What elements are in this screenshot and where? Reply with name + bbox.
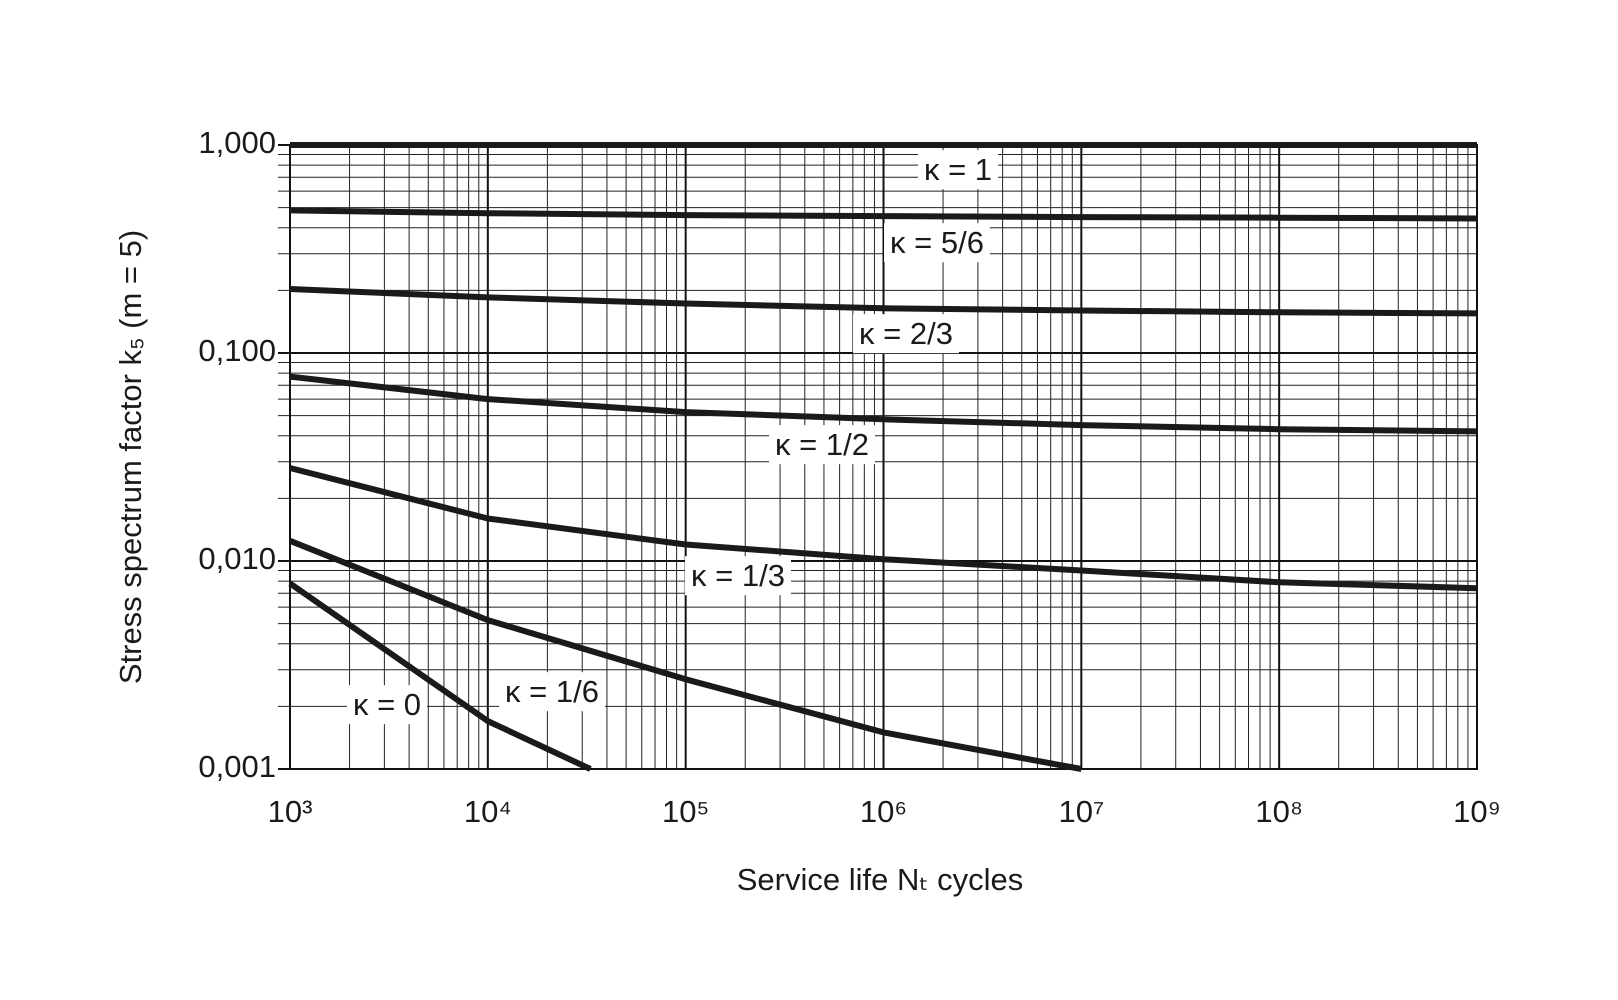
y-tick-label: 0,010: [198, 541, 276, 576]
series-line: [289, 286, 1478, 317]
series-label: κ = 1: [924, 152, 992, 187]
y-tick-label: 0,001: [198, 749, 276, 784]
series-label: κ = 1/6: [505, 674, 599, 709]
x-tick-label: 10⁸: [1255, 794, 1303, 829]
series-label: κ = 2/3: [859, 316, 953, 351]
x-tick-label: 10⁹: [1453, 794, 1501, 829]
series-line: [289, 373, 1478, 435]
series-label: κ = 5/6: [890, 225, 984, 260]
series-label: κ = 0: [353, 687, 421, 722]
series-label-bg: [685, 556, 791, 596]
y-tick-label: 0,100: [198, 333, 276, 368]
x-tick-label: 10⁷: [1058, 794, 1104, 829]
x-tick-label: 10⁶: [860, 794, 907, 829]
x-tick-label: 10⁴: [464, 794, 512, 829]
series-line: [289, 207, 1478, 222]
series-label-bg: [884, 223, 990, 263]
series-line: [288, 538, 1082, 772]
series-label-bg: [499, 672, 605, 712]
series-label-bg: [853, 314, 959, 354]
y-axis-label: Stress spectrum factor k₅ (m = 5): [113, 230, 148, 684]
series-label: κ = 1/3: [691, 558, 785, 593]
series-label-bg: [769, 425, 875, 465]
series-line: [288, 580, 592, 772]
series-label-bg: [346, 685, 428, 725]
x-tick-label: 10⁵: [662, 794, 709, 829]
series-line: [289, 465, 1478, 592]
series-label: κ = 1/2: [775, 427, 869, 462]
series-label-bg: [917, 150, 999, 190]
x-axis-label: Service life Nₜ cycles: [737, 862, 1024, 897]
y-tick-label: 1,000: [198, 125, 276, 160]
x-tick-label: 10³: [268, 794, 313, 829]
